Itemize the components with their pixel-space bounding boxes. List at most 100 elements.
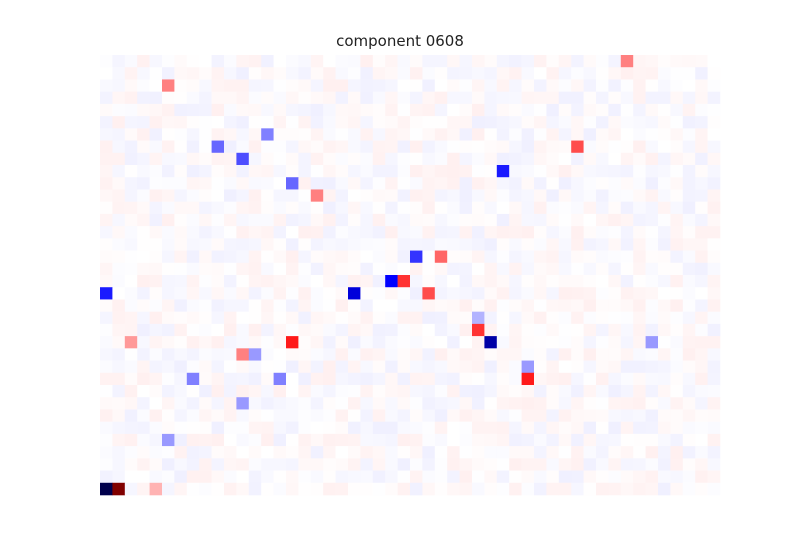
heatmap-cell <box>100 189 113 202</box>
heatmap-cell <box>546 201 560 215</box>
heatmap-cell <box>112 482 126 496</box>
heatmap-cell <box>124 140 138 154</box>
heatmap-cell <box>509 409 522 422</box>
heatmap-cell <box>447 262 460 276</box>
heatmap-cell <box>286 360 299 374</box>
heatmap-cell <box>236 91 250 105</box>
heatmap-cell <box>273 189 287 202</box>
heatmap-cell <box>484 213 498 227</box>
heatmap-cell <box>496 140 510 154</box>
heatmap-cell <box>534 165 547 178</box>
heatmap-cell <box>434 275 448 288</box>
heatmap-cell <box>360 140 374 154</box>
heatmap-cell <box>707 213 721 227</box>
heatmap-cell <box>310 103 324 117</box>
heatmap-cell <box>670 79 684 92</box>
heatmap-cell <box>596 55 609 68</box>
heatmap-cell <box>558 165 572 178</box>
heatmap-cell <box>310 67 324 80</box>
heatmap-cell <box>323 299 336 312</box>
heatmap-cell <box>496 458 510 471</box>
heatmap-cell <box>162 201 175 215</box>
heatmap-cell <box>633 128 646 141</box>
heatmap-cell <box>323 336 336 349</box>
heatmap-cell <box>397 165 411 178</box>
heatmap-cell <box>633 299 646 312</box>
heatmap-cell <box>670 226 684 239</box>
heatmap-cell <box>397 323 411 337</box>
heatmap-cell <box>149 238 163 251</box>
heatmap-cell <box>323 287 336 300</box>
heatmap-cell <box>323 152 336 166</box>
heatmap-cell <box>633 336 646 349</box>
heatmap-cell <box>248 446 262 459</box>
heatmap-cell <box>596 91 609 105</box>
heatmap-cell <box>472 128 485 141</box>
heatmap-cell <box>137 79 150 92</box>
heatmap-cell <box>335 103 349 117</box>
heatmap-cell <box>360 226 374 239</box>
heatmap-cell <box>186 140 200 154</box>
heatmap-cell <box>410 165 423 178</box>
heatmap-cell <box>608 67 622 80</box>
heatmap-cell <box>348 165 361 178</box>
heatmap-cell <box>273 55 287 68</box>
heatmap-cell <box>286 152 299 166</box>
heatmap-cell <box>310 55 324 68</box>
heatmap-cell <box>707 446 721 459</box>
heatmap-cell <box>174 372 188 386</box>
heatmap-cell <box>546 360 560 374</box>
heatmap-cell <box>410 397 423 410</box>
heatmap-cell <box>248 360 262 374</box>
heatmap-cell <box>521 482 535 496</box>
heatmap-cell <box>137 189 150 202</box>
heatmap-cell <box>397 55 411 68</box>
heatmap-cell <box>682 226 696 239</box>
heatmap-cell <box>360 275 374 288</box>
heatmap-cell <box>261 360 274 374</box>
heatmap-cell <box>583 189 597 202</box>
heatmap-cell <box>496 103 510 117</box>
heatmap-cell <box>385 360 398 374</box>
heatmap-cell <box>385 91 398 105</box>
heatmap-cell <box>248 91 262 105</box>
heatmap-cell <box>236 397 250 410</box>
heatmap-cell <box>248 372 262 386</box>
heatmap-cell <box>658 140 671 154</box>
heatmap-cell <box>224 421 237 435</box>
heatmap-cell <box>670 189 684 202</box>
heatmap-cell <box>422 446 436 459</box>
heatmap-cell <box>224 409 237 422</box>
heatmap-cell <box>137 152 150 166</box>
heatmap-cell <box>695 152 708 166</box>
heatmap-cell <box>199 165 212 178</box>
heatmap-cell <box>682 470 696 484</box>
heatmap-cell <box>707 55 721 68</box>
heatmap-cell <box>509 482 522 496</box>
heatmap-cell <box>645 458 659 471</box>
heatmap-cell <box>496 128 510 141</box>
heatmap-cell <box>199 446 212 459</box>
heatmap-cell <box>645 299 659 312</box>
heatmap-cell <box>323 409 336 422</box>
heatmap-cell <box>658 458 671 471</box>
heatmap-cell <box>596 385 609 398</box>
heatmap-cell <box>298 385 312 398</box>
heatmap-cell <box>472 348 485 361</box>
heatmap-cell <box>596 67 609 80</box>
heatmap-cell <box>484 409 498 422</box>
heatmap-cell <box>298 275 312 288</box>
heatmap-cell <box>273 397 287 410</box>
heatmap-cell <box>385 250 398 264</box>
heatmap-cell <box>546 55 560 68</box>
heatmap-cell <box>422 116 436 129</box>
heatmap-cell <box>236 421 250 435</box>
heatmap-cell <box>273 116 287 129</box>
heatmap-cell <box>509 372 522 386</box>
heatmap-cell <box>162 262 175 276</box>
heatmap-cell <box>248 433 262 447</box>
heatmap-cell <box>335 67 349 80</box>
heatmap-cell <box>298 336 312 349</box>
heatmap-cell <box>422 67 436 80</box>
heatmap-cell <box>224 275 237 288</box>
